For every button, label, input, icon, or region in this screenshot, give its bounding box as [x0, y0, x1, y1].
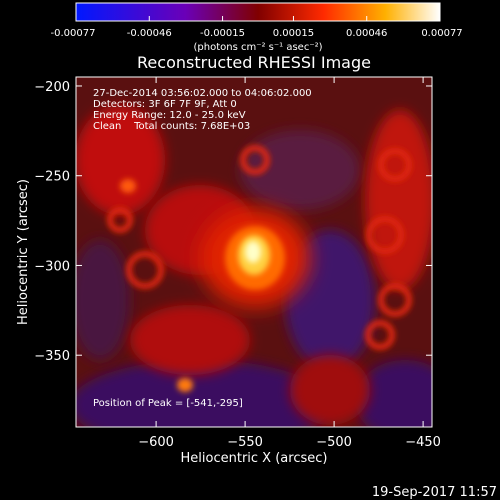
y-axis-ticks: −200 −250 −300 −350	[34, 80, 432, 364]
x-tick-label: −500	[316, 435, 352, 450]
x-axis-title: Heliocentric X (arcsec)	[181, 451, 328, 466]
annotation-peak-position: Position of Peak = [-541,-295]	[93, 398, 243, 409]
y-axis-title: Heliocentric Y (arcsec)	[16, 179, 31, 325]
footer-timestamp: 19-Sep-2017 11:57	[372, 485, 497, 500]
x-axis-ticks: −600 −550 −500 −450	[138, 77, 441, 450]
colorbar-gradient	[75, 2, 441, 22]
colorbar-tick-label: -0.00046	[127, 28, 172, 39]
plot-frame	[75, 76, 433, 428]
x-tick-label: −450	[405, 435, 441, 450]
heatmap-image	[76, 77, 432, 427]
colorbar-tick-label: 0.00046	[346, 28, 387, 39]
colorbar-ticks: -0.00077 -0.00046 -0.00015 0.00015 0.00046 0.…	[51, 16, 463, 39]
y-tick-label: −250	[34, 170, 70, 185]
annotation-time: 27-Dec-2014 03:56:02.000 to 04:06:02.000	[93, 88, 312, 99]
colorbar-tick-label: -0.00015	[200, 28, 245, 39]
colorbar-tick-label: 0.00015	[273, 28, 314, 39]
y-tick-label: −200	[34, 80, 70, 95]
chart-title: Reconstructed RHESSI Image	[137, 53, 371, 72]
colorbar-tick-label: 0.00077	[421, 28, 462, 39]
annotation-detectors: Detectors: 3F 6F 7F 9F, Att 0	[93, 99, 237, 110]
colorbar-tick-label: -0.00077	[51, 28, 96, 39]
annotation-clean: Clean Total counts: 7.68E+03	[93, 121, 250, 132]
y-tick-label: −300	[34, 259, 70, 274]
x-tick-label: −550	[227, 435, 263, 450]
colorbar-unit-label: (photons cm⁻² s⁻¹ asec⁻²)	[193, 42, 322, 53]
x-tick-label: −600	[138, 435, 174, 450]
annotation-energy: Energy Range: 12.0 - 25.0 keV	[93, 110, 246, 121]
y-tick-label: −350	[34, 349, 70, 364]
